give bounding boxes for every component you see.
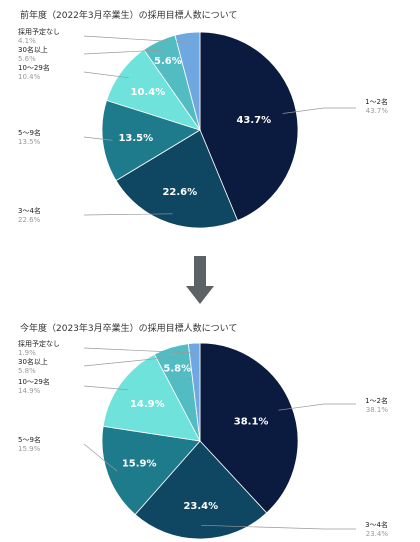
slice-value-label: 15.9% [122, 459, 157, 470]
leader-line [282, 107, 356, 114]
category-label: 採用予定なし [18, 27, 60, 36]
leader-line [83, 71, 129, 79]
leader-line [83, 35, 189, 43]
percent-label: 23.4% [366, 530, 389, 538]
category-label: 10〜29名 [18, 377, 50, 386]
leader-line [201, 524, 356, 530]
category-label: 30名以上 [18, 45, 48, 54]
chart-title-current: 今年度（2023年3月卒業生）の採用目標人数について [20, 322, 237, 334]
category-label: 10〜29名 [18, 63, 50, 72]
pie-slice-6 [187, 342, 201, 442]
category-label: 1〜2名 [365, 396, 388, 405]
slice-value-label: 22.6% [162, 187, 197, 198]
leader-line [83, 49, 163, 55]
pie-chart-current: 38.1%23.4%15.9%14.9%5.8%1〜2名38.1%3〜4名23.… [18, 339, 389, 540]
category-label: 3〜4名 [18, 206, 41, 215]
slice-value-label: 5.6% [154, 56, 182, 67]
percent-label: 5.8% [18, 367, 36, 375]
percent-label: 13.5% [18, 138, 41, 146]
percent-label: 4.1% [18, 37, 36, 45]
percent-label: 14.9% [18, 387, 41, 395]
leader-line [83, 356, 174, 367]
category-label: 5〜9名 [18, 128, 41, 137]
pie-slice-6 [174, 31, 201, 131]
pie-slice-1 [199, 31, 299, 222]
leader-line [278, 403, 356, 411]
pie-slice-1 [199, 342, 299, 514]
down-arrow-icon [186, 256, 214, 304]
chart-title-previous: 前年度（2022年3月卒業生）の採用目標人数について [20, 9, 237, 21]
percent-label: 5.6% [18, 55, 36, 63]
percent-label: 15.9% [18, 445, 41, 453]
leader-line [83, 443, 118, 472]
pie-slice-3 [101, 425, 201, 516]
pie-slice-3 [101, 99, 201, 182]
pie-chart-previous: 43.7%22.6%13.5%10.4%5.6%1〜2名43.7%採用予定なし4… [18, 27, 389, 229]
category-label: 1〜2名 [365, 97, 388, 106]
leader-line [83, 136, 113, 141]
slice-value-label: 10.4% [131, 87, 166, 98]
slice-value-label: 5.8% [163, 364, 191, 375]
percent-label: 10.4% [18, 73, 41, 81]
pie-slice-2 [115, 129, 239, 229]
slice-value-label: 14.9% [130, 399, 165, 410]
slice-value-label: 43.7% [236, 115, 271, 126]
category-label: 5〜9名 [18, 435, 41, 444]
leader-line [83, 213, 173, 216]
percent-label: 43.7% [366, 107, 389, 115]
percent-label: 22.6% [18, 216, 41, 224]
leader-line [83, 347, 195, 354]
pie-slice-2 [134, 440, 268, 540]
slice-value-label: 13.5% [118, 133, 153, 144]
category-label: 採用予定なし [18, 339, 60, 348]
slice-value-label: 38.1% [234, 417, 269, 428]
slice-value-label: 23.4% [183, 501, 218, 512]
percent-label: 38.1% [366, 406, 389, 414]
pie-slice-4 [102, 353, 201, 442]
category-label: 30名以上 [18, 357, 48, 366]
category-label: 3〜4名 [365, 520, 388, 529]
percent-label: 1.9% [18, 349, 36, 357]
leader-line [83, 385, 129, 391]
